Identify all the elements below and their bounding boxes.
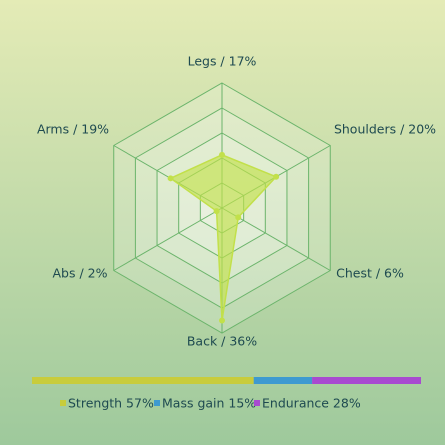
data-point xyxy=(273,173,280,180)
legend-label: Endurance 28% xyxy=(262,396,361,411)
legend-label: Mass gain 15% xyxy=(162,396,256,411)
data-point xyxy=(219,151,225,158)
data-point xyxy=(213,208,220,215)
axis-label: Shoulders / 20% xyxy=(334,122,436,137)
axis-label: Arms / 19% xyxy=(37,122,109,137)
data-point xyxy=(235,214,242,221)
data-point xyxy=(167,175,174,182)
bar-segment xyxy=(312,377,421,384)
legend-label: Strength 57% xyxy=(68,396,154,411)
axis-label: Chest / 6% xyxy=(336,266,404,281)
legend-swatch xyxy=(154,400,160,406)
legend-swatch xyxy=(254,400,260,406)
bar-segment xyxy=(32,377,254,384)
legend-swatch xyxy=(60,400,66,406)
spoke xyxy=(113,207,223,271)
bar-segment xyxy=(253,377,313,384)
data-point xyxy=(219,317,225,324)
axis-label: Legs / 17% xyxy=(188,54,257,69)
axis-label: Abs / 2% xyxy=(53,266,108,281)
axis-label: Back / 36% xyxy=(187,334,257,349)
